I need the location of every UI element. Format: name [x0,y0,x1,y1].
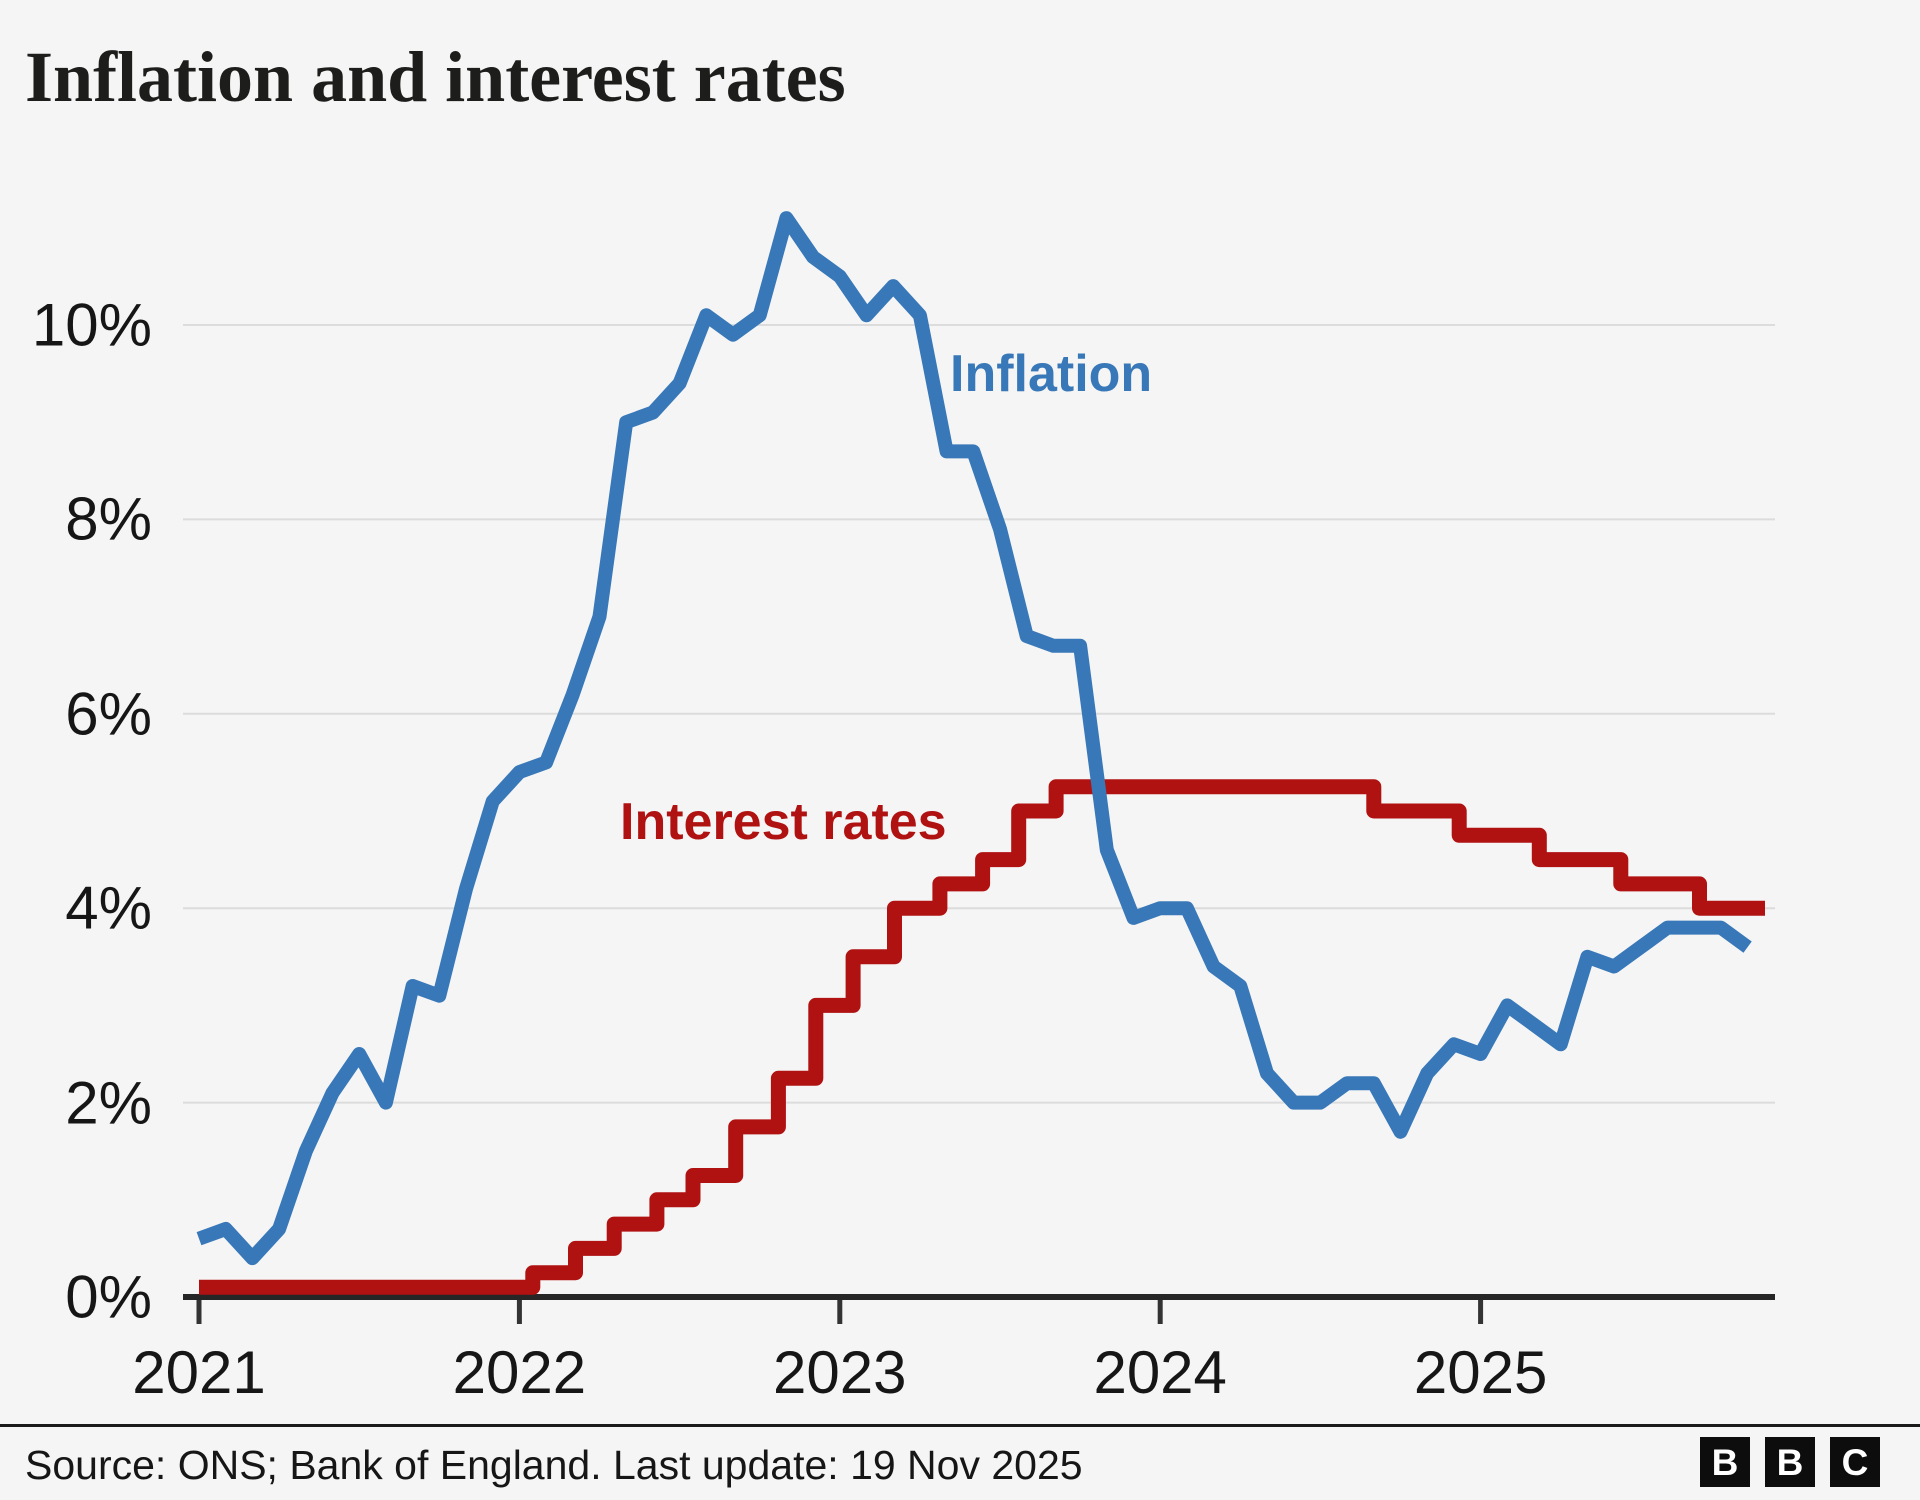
x-axis-label-2021: 2021 [132,1339,266,1406]
x-axis-label-2022: 2022 [452,1339,587,1406]
x-axis-label-2025: 2025 [1413,1339,1548,1406]
y-axis-label-0pct: 0% [65,1263,152,1331]
bbc-logo-square-1: B [1700,1437,1750,1487]
y-axis-label-8pct: 8% [65,485,152,553]
inflation-line [196,211,1752,1266]
x-axis-label-2024: 2024 [1093,1339,1227,1406]
interest-rates-series-label: Interest rates [620,793,947,851]
y-axis-label-2pct: 2% [65,1069,152,1137]
page-title: Inflation and interest rates [25,37,846,117]
bbc-logo-square-2: B [1765,1437,1815,1487]
interest-rates-line [199,779,1765,1295]
footer-divider-line [0,1424,1920,1427]
x-axis-label-2023: 2023 [773,1339,907,1406]
source-text: Source: ONS; Bank of England. Last updat… [25,1442,1083,1488]
y-axis-label-6pct: 6% [65,680,152,748]
y-axis-label-10pct: 10% [31,291,152,359]
y-axis-label-4pct: 4% [65,874,152,942]
bbc-logo-square-3: C [1830,1437,1880,1487]
inflation-series-label: Inflation [950,345,1153,403]
